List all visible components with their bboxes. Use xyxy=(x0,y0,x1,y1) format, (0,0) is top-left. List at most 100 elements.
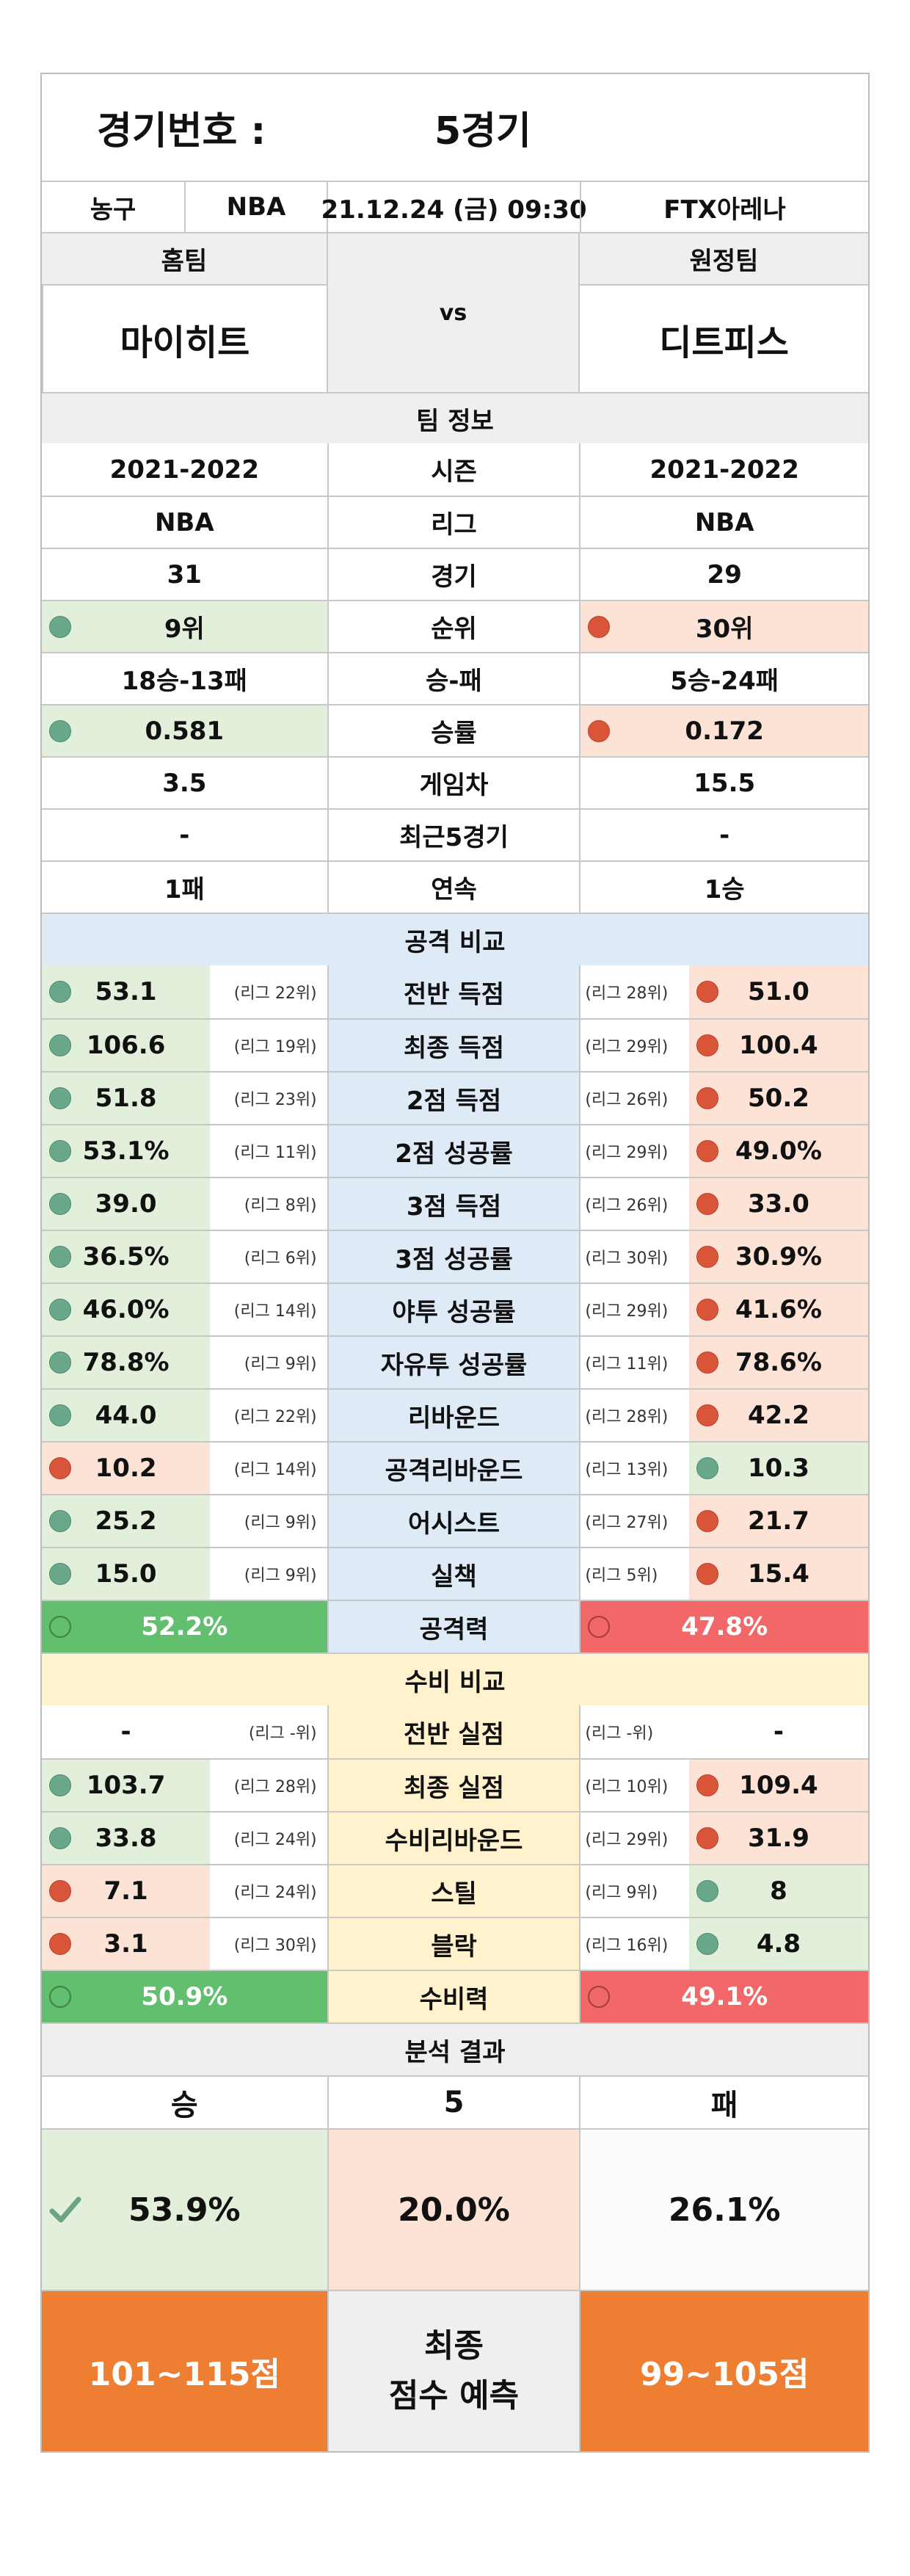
home-value-text: 31 xyxy=(167,559,202,589)
team-info-label: 연속 xyxy=(327,862,580,913)
team-info-row: 3.5 게임차 15.5 xyxy=(42,756,868,808)
home-league-rank: (리그 8위) xyxy=(244,1197,317,1215)
result-pct-row: 53.9% 20.0% 26.1% xyxy=(42,2128,868,2290)
away-team-info-value: 29 xyxy=(579,549,868,600)
lose-dot-icon xyxy=(588,1616,611,1638)
home-stat-text: 106.6 xyxy=(86,1031,166,1060)
team-info-row: 0.581 승률 0.172 xyxy=(42,704,868,756)
home-value-text: 2021-2022 xyxy=(109,454,259,485)
home-stat-value: 33.8 xyxy=(42,1813,211,1864)
away-stat-value: 21.7 xyxy=(688,1495,868,1547)
match-analysis-sheet: 경기번호 : 5경기 농구 NBA 21.12.24 (금) 09:30 FTX… xyxy=(40,73,870,2453)
home-team-info-value: 3.5 xyxy=(42,758,327,808)
lose-dot-icon xyxy=(588,719,611,742)
stat-label: 최종 실점 xyxy=(327,1760,580,1811)
home-value-text: 0.581 xyxy=(145,716,225,746)
score-prediction-row: 101~115점 최종 점수 예측 99~105점 xyxy=(42,2290,868,2451)
away-team-info-value: 30위 xyxy=(579,601,868,652)
home-league-rank: (리그 6위) xyxy=(244,1249,317,1268)
away-stat-value: 42.2 xyxy=(688,1390,868,1441)
away-offense-total: 47.8% xyxy=(681,1612,768,1641)
home-team-info-value: 18승-13패 xyxy=(42,653,327,704)
home-team-label: 홈팀 xyxy=(42,233,327,285)
home-league-rank: (리그 14위) xyxy=(233,1461,317,1479)
away-stat-text: 30.9% xyxy=(735,1242,822,1271)
away-league-rank: (리그 26위) xyxy=(579,1073,688,1124)
away-stat-text: 8 xyxy=(770,1876,787,1906)
defense-section-title: 수비 비교 xyxy=(42,1654,868,1705)
home-league-rank: (리그 19위) xyxy=(233,1038,317,1056)
lose-dot-icon xyxy=(49,1880,71,1902)
home-stat-value: 46.0% xyxy=(42,1284,211,1335)
home-stat-value: 15.0 xyxy=(42,1548,211,1600)
away-league-rank: (리그 29위) xyxy=(579,1813,688,1864)
lose-dot-icon xyxy=(696,981,718,1003)
away-stat-value: 4.8 xyxy=(688,1918,868,1970)
win-dot-icon xyxy=(49,1140,71,1162)
home-stat-value: 51.8 xyxy=(42,1073,211,1124)
home-stat-text: 103.7 xyxy=(86,1771,166,1800)
team-info-label: 승률 xyxy=(327,705,580,756)
home-league-rank: (리그 30위) xyxy=(233,1937,317,1955)
away-league-rank: (리그 28위) xyxy=(579,965,688,1018)
home-stat-text: 46.0% xyxy=(82,1295,170,1324)
home-league-rank: (리그 24위) xyxy=(233,1831,317,1849)
defense-total-row: 50.9% 수비력 49.1% xyxy=(42,1970,868,2022)
away-team-info-value: 5승-24패 xyxy=(579,653,868,704)
away-stat-value: 50.2 xyxy=(688,1073,868,1124)
home-team-info-value: 2021-2022 xyxy=(42,443,327,496)
away-team-label: 원정팀 xyxy=(580,233,868,285)
away-stat-value: 33.0 xyxy=(688,1178,868,1230)
lose-dot-icon xyxy=(696,1510,718,1532)
offense-stat-row: 25.2 (리그 9위) 어시스트 (리그 27위) 21.7 xyxy=(42,1494,868,1547)
win-dot-icon xyxy=(696,1933,718,1955)
offense-total-row: 52.2% 공격력 47.8% xyxy=(42,1600,868,1652)
lose-dot-icon xyxy=(49,1933,71,1955)
team-info-row: 1패 연속 1승 xyxy=(42,860,868,913)
offense-stat-row: 46.0% (리그 14위) 야투 성공률 (리그 29위) 41.6% xyxy=(42,1282,868,1335)
team-info-row: 2021-2022 시즌 2021-2022 xyxy=(42,443,868,496)
offense-table: 53.1 (리그 22위) 전반 득점 (리그 28위) 51.0 106.6 (리그 19… xyxy=(42,965,868,1600)
result-section-title: 분석 결과 xyxy=(42,2024,868,2075)
offense-stat-row: 53.1% (리그 11위) 2점 성공률 (리그 29위) 49.0% xyxy=(42,1124,868,1177)
team-info-label: 승-패 xyxy=(327,653,580,704)
away-stat-value: 8 xyxy=(688,1865,868,1917)
home-stat-value: 53.1% xyxy=(42,1125,211,1177)
away-stat-text: 15.4 xyxy=(748,1559,809,1589)
team-info-row: 9위 순위 30위 xyxy=(42,600,868,652)
home-value-text: 1패 xyxy=(164,875,205,904)
win-dot-icon xyxy=(49,1616,71,1638)
team-info-label: 경기 xyxy=(327,549,580,600)
defense-stat-row: 3.1 (리그 30위) 블락 (리그 16위) 4.8 xyxy=(42,1917,868,1970)
team-info-row: - 최근5경기 - xyxy=(42,808,868,860)
home-team-info-value: 31 xyxy=(42,549,327,600)
away-defense-total: 49.1% xyxy=(681,1982,768,2011)
home-stat-text: 3.1 xyxy=(103,1929,148,1959)
away-stat-text: 21.7 xyxy=(748,1506,809,1536)
home-league-rank: (리그 14위) xyxy=(233,1302,317,1321)
away-stat-text: 50.2 xyxy=(748,1084,809,1113)
home-value-text: 18승-13패 xyxy=(121,667,247,696)
team-info-row: 18승-13패 승-패 5승-24패 xyxy=(42,652,868,704)
home-team-info-value: - xyxy=(42,810,327,860)
home-stat-text: 25.2 xyxy=(95,1506,157,1536)
win-dot-icon xyxy=(49,1774,71,1796)
away-stat-value: - xyxy=(689,1705,868,1758)
prediction-label-line2: 점수 예측 xyxy=(388,2377,520,2414)
home-stat-value: 106.6 xyxy=(42,1020,211,1071)
match-info-row: 농구 NBA 21.12.24 (금) 09:30 FTX아레나 xyxy=(42,181,868,232)
away-stat-text: 51.0 xyxy=(748,977,809,1006)
win-dot-icon xyxy=(49,1563,71,1585)
away-league-rank: (리그 27위) xyxy=(579,1495,688,1547)
home-stat-text: 7.1 xyxy=(103,1876,148,1906)
stat-label: 2점 득점 xyxy=(327,1073,580,1124)
home-team-info-value: 9위 xyxy=(42,601,327,652)
away-stat-text: 33.0 xyxy=(748,1189,809,1219)
home-stat-text: 33.8 xyxy=(95,1824,157,1853)
away-stat-value: 31.9 xyxy=(688,1813,868,1864)
stat-label: 수비리바운드 xyxy=(327,1813,580,1864)
stat-label: 리바운드 xyxy=(327,1390,580,1441)
home-stat-text: 78.8% xyxy=(82,1348,170,1377)
win-dot-icon xyxy=(696,1880,718,1902)
away-team-name: 디트피스 xyxy=(580,284,868,392)
